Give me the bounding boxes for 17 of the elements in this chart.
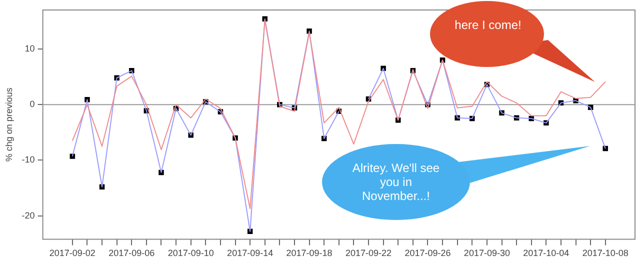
x-tick-label: 2017-09-30 bbox=[464, 248, 510, 258]
x-tick-label: 2017-10-04 bbox=[523, 248, 570, 258]
x-tick-label: 2017-09-18 bbox=[286, 248, 332, 258]
x-tick-label: 2017-09-06 bbox=[108, 248, 155, 258]
x-tick-label: 2017-09-22 bbox=[345, 248, 392, 258]
x-tick-label: 2017-09-02 bbox=[49, 248, 96, 258]
y-tick-label: -10 bbox=[22, 154, 35, 165]
annotation: Alritey. We'll see you in November...! bbox=[351, 161, 441, 203]
y-axis-title: % chg on previous bbox=[4, 87, 14, 162]
x-tick-label: 2017-09-14 bbox=[227, 248, 274, 258]
y-tick-label: -20 bbox=[22, 210, 35, 220]
x-tick-label: 2017-09-26 bbox=[404, 248, 451, 258]
x-tick-label: 2017-10-08 bbox=[582, 248, 628, 258]
x-tick-label: 2017-09-10 bbox=[168, 248, 214, 258]
y-tick-label: 10 bbox=[24, 43, 35, 54]
annotation: here I come! bbox=[454, 18, 522, 32]
y-tick-label: 0 bbox=[30, 99, 35, 110]
